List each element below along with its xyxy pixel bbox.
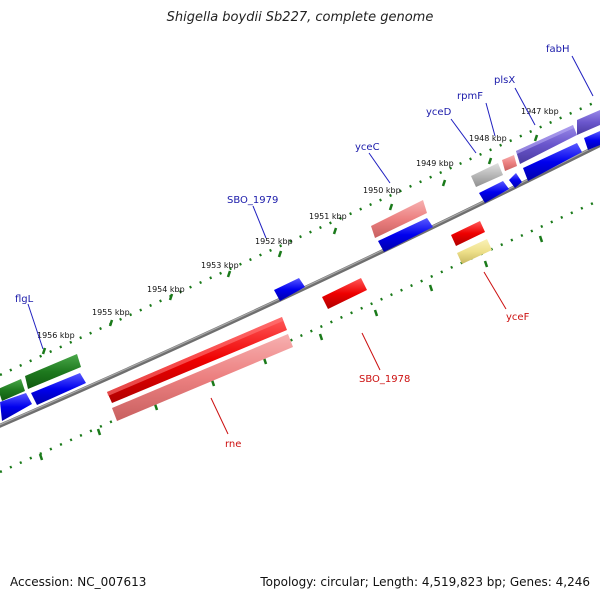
inner-major-ticks xyxy=(38,235,544,461)
major-tick xyxy=(108,319,114,327)
label-flgL[interactable]: flgL xyxy=(15,294,34,305)
major-tick xyxy=(41,347,47,355)
kbp-label-1956: 1956 kbp xyxy=(37,331,75,340)
major-tick xyxy=(428,284,434,292)
major-tick xyxy=(441,179,447,187)
blue-arrow-flgL-left[interactable] xyxy=(0,393,32,421)
major-tick xyxy=(388,203,394,211)
label-yceD[interactable]: yceD xyxy=(426,107,452,118)
pointer-SBO_1979 xyxy=(252,205,267,239)
kbp-label-1948: 1948 kbp xyxy=(469,134,507,143)
kbp-label-1955: 1955 kbp xyxy=(92,308,130,317)
label-plsX[interactable]: plsX xyxy=(494,75,515,86)
gene-rne-red-highlight xyxy=(107,317,283,396)
blue-arrow-yceC[interactable] xyxy=(378,218,433,252)
major-tick xyxy=(226,270,232,278)
kbp-label-1954: 1954 kbp xyxy=(147,285,185,294)
label-yceF[interactable]: yceF xyxy=(506,312,530,323)
blue-arrow-SBO_1979[interactable] xyxy=(274,278,305,301)
accession-text: Accession: NC_007613 xyxy=(10,575,147,589)
major-tick xyxy=(96,428,102,436)
label-pointers xyxy=(27,55,594,435)
pointer-rne xyxy=(210,397,229,435)
pointer-fabH xyxy=(571,55,594,97)
gene-yceF-red[interactable] xyxy=(451,221,485,246)
gene-plsX-highlight xyxy=(516,125,574,154)
gene-yceD[interactable] xyxy=(471,163,503,187)
forward-features xyxy=(0,110,600,421)
gene-rne[interactable] xyxy=(112,334,293,421)
pointer-SBO_1978 xyxy=(361,332,381,371)
kbp-label-1953: 1953 kbp xyxy=(201,261,239,270)
major-tick xyxy=(318,333,324,341)
major-tick xyxy=(533,134,539,142)
blue-arrow-plsX[interactable] xyxy=(523,143,582,181)
kbp-label-1952: 1952 kbp xyxy=(255,237,293,246)
label-rpmF[interactable]: rpmF xyxy=(457,91,483,102)
reverse-features xyxy=(107,221,492,421)
inner-tick-ring xyxy=(0,198,600,474)
outer-major-ticks xyxy=(41,134,539,355)
gene-flgL-left[interactable] xyxy=(0,379,25,401)
major-tick xyxy=(153,403,159,411)
gene-flgL[interactable] xyxy=(25,354,81,389)
pointer-yceD xyxy=(450,118,477,154)
gene-yceF[interactable] xyxy=(457,239,492,264)
pointer-plsX xyxy=(514,87,536,126)
kbp-label-1951: 1951 kbp xyxy=(309,212,347,221)
major-tick xyxy=(277,250,283,258)
major-tick xyxy=(168,293,174,301)
blue-arrow-flgL[interactable] xyxy=(31,373,86,405)
label-SBO_1978[interactable]: SBO_1978 xyxy=(359,374,410,385)
major-tick xyxy=(487,157,493,165)
kbp-label-1950: 1950 kbp xyxy=(363,186,401,195)
blue-arrow-rpmF[interactable] xyxy=(509,173,522,188)
pointer-rpmF xyxy=(485,102,496,137)
blue-arrow-fabH[interactable] xyxy=(584,131,600,150)
kbp-label-1947: 1947 kbp xyxy=(521,107,559,116)
major-tick xyxy=(38,453,44,461)
major-tick xyxy=(538,235,544,243)
pointer-yceF xyxy=(483,271,507,310)
label-yceC[interactable]: yceC xyxy=(355,142,380,153)
gene-fabH[interactable] xyxy=(577,110,600,135)
gene-plsX[interactable] xyxy=(516,125,577,164)
gene-rpmF[interactable] xyxy=(502,155,517,171)
major-tick xyxy=(210,379,216,387)
pointer-yceC xyxy=(368,152,391,184)
blue-arrow-yceD[interactable] xyxy=(479,181,509,203)
major-tick xyxy=(332,227,338,235)
gene-yceC[interactable] xyxy=(371,200,427,238)
topology-text: Topology: circular; Length: 4,519,823 bp… xyxy=(260,575,590,589)
label-rne[interactable]: rne xyxy=(225,439,241,450)
outer-tick-ring xyxy=(0,98,600,377)
pointer-flgL xyxy=(27,303,44,350)
kbp-label-1949: 1949 kbp xyxy=(416,159,454,168)
major-tick xyxy=(373,309,379,317)
map-title: Shigella boydii Sb227, complete genome xyxy=(166,10,434,25)
gene-SBO_1978[interactable] xyxy=(322,278,367,309)
major-tick xyxy=(483,260,489,268)
label-fabH[interactable]: fabH xyxy=(546,44,570,55)
label-SBO_1979[interactable]: SBO_1979 xyxy=(227,195,278,206)
